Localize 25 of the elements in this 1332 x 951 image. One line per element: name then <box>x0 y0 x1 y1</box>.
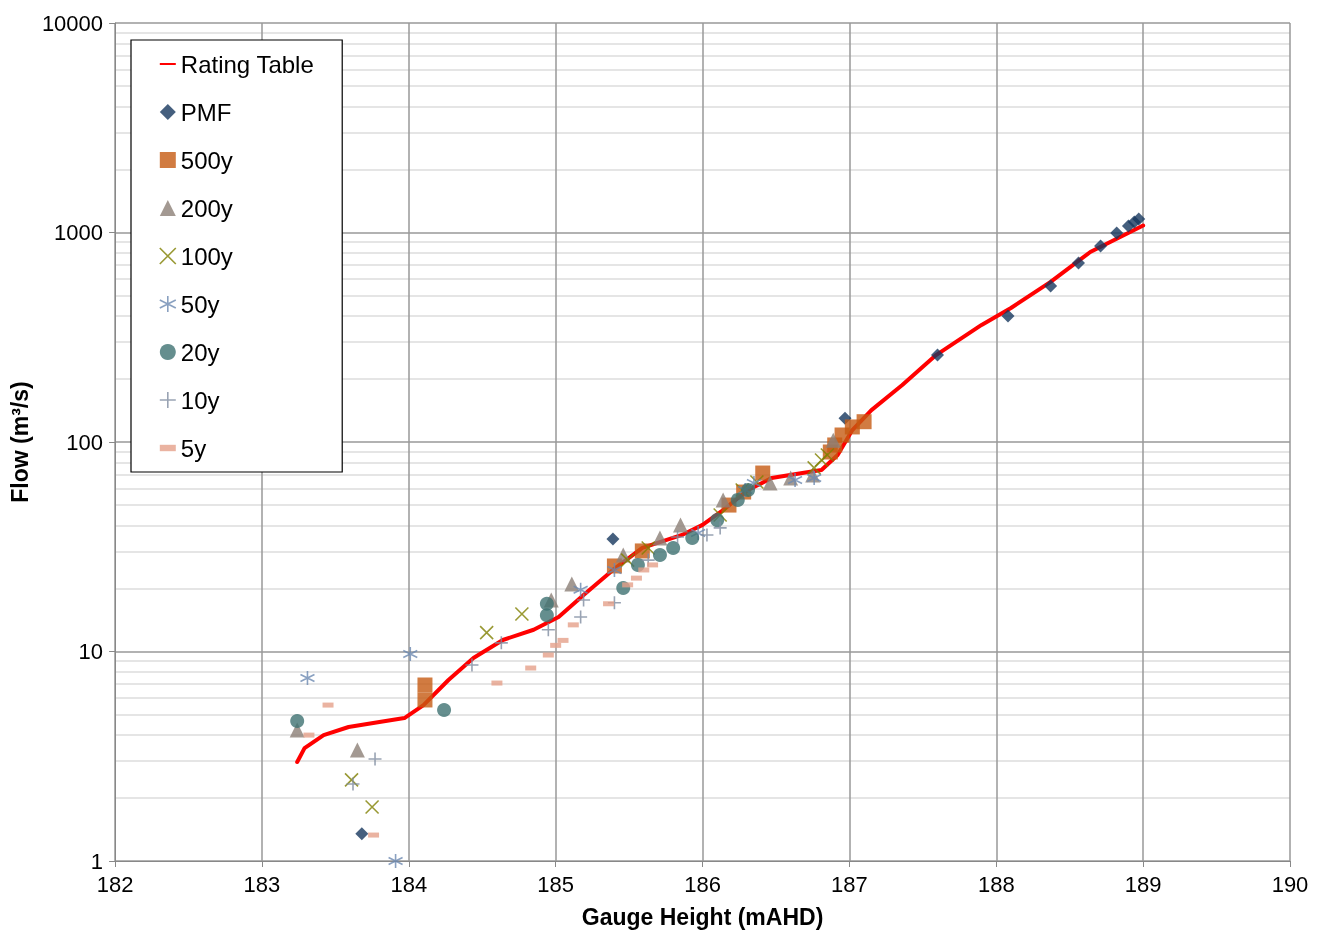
x-tick-label: 185 <box>537 871 575 897</box>
x-tick-label: 186 <box>684 871 721 897</box>
x-tick-label: 190 <box>1271 871 1309 897</box>
y-tick-label: 100 <box>66 429 104 455</box>
x-tick-label: 182 <box>96 871 134 897</box>
y-tick-label: 1 <box>90 848 104 874</box>
y-axis-title: Flow (m³/s) <box>6 381 33 503</box>
legend-label: 100y <box>180 242 233 270</box>
legend-label: 5y <box>180 434 207 462</box>
x-tick-label: 188 <box>977 871 1015 897</box>
legend-label: 500y <box>180 146 233 174</box>
y-tick-label: 1000 <box>54 220 104 245</box>
x-axis-title: Gauge Height (mAHD) <box>581 903 824 930</box>
legend-label: 10y <box>180 386 220 414</box>
legend-label: 20y <box>180 338 220 366</box>
x-tick-label: 184 <box>390 871 428 897</box>
legend-label: 50y <box>180 290 220 318</box>
x-tick-label: 183 <box>243 871 281 897</box>
x-tick-label: 187 <box>831 871 868 897</box>
y-tick-label: 10000 <box>41 10 104 36</box>
legend-label: PMF <box>180 98 232 126</box>
legend-label: 200y <box>180 194 233 222</box>
legend-label: Rating Table <box>180 50 314 78</box>
x-tick-label: 189 <box>1124 871 1162 897</box>
y-tick-label: 10 <box>78 639 104 664</box>
